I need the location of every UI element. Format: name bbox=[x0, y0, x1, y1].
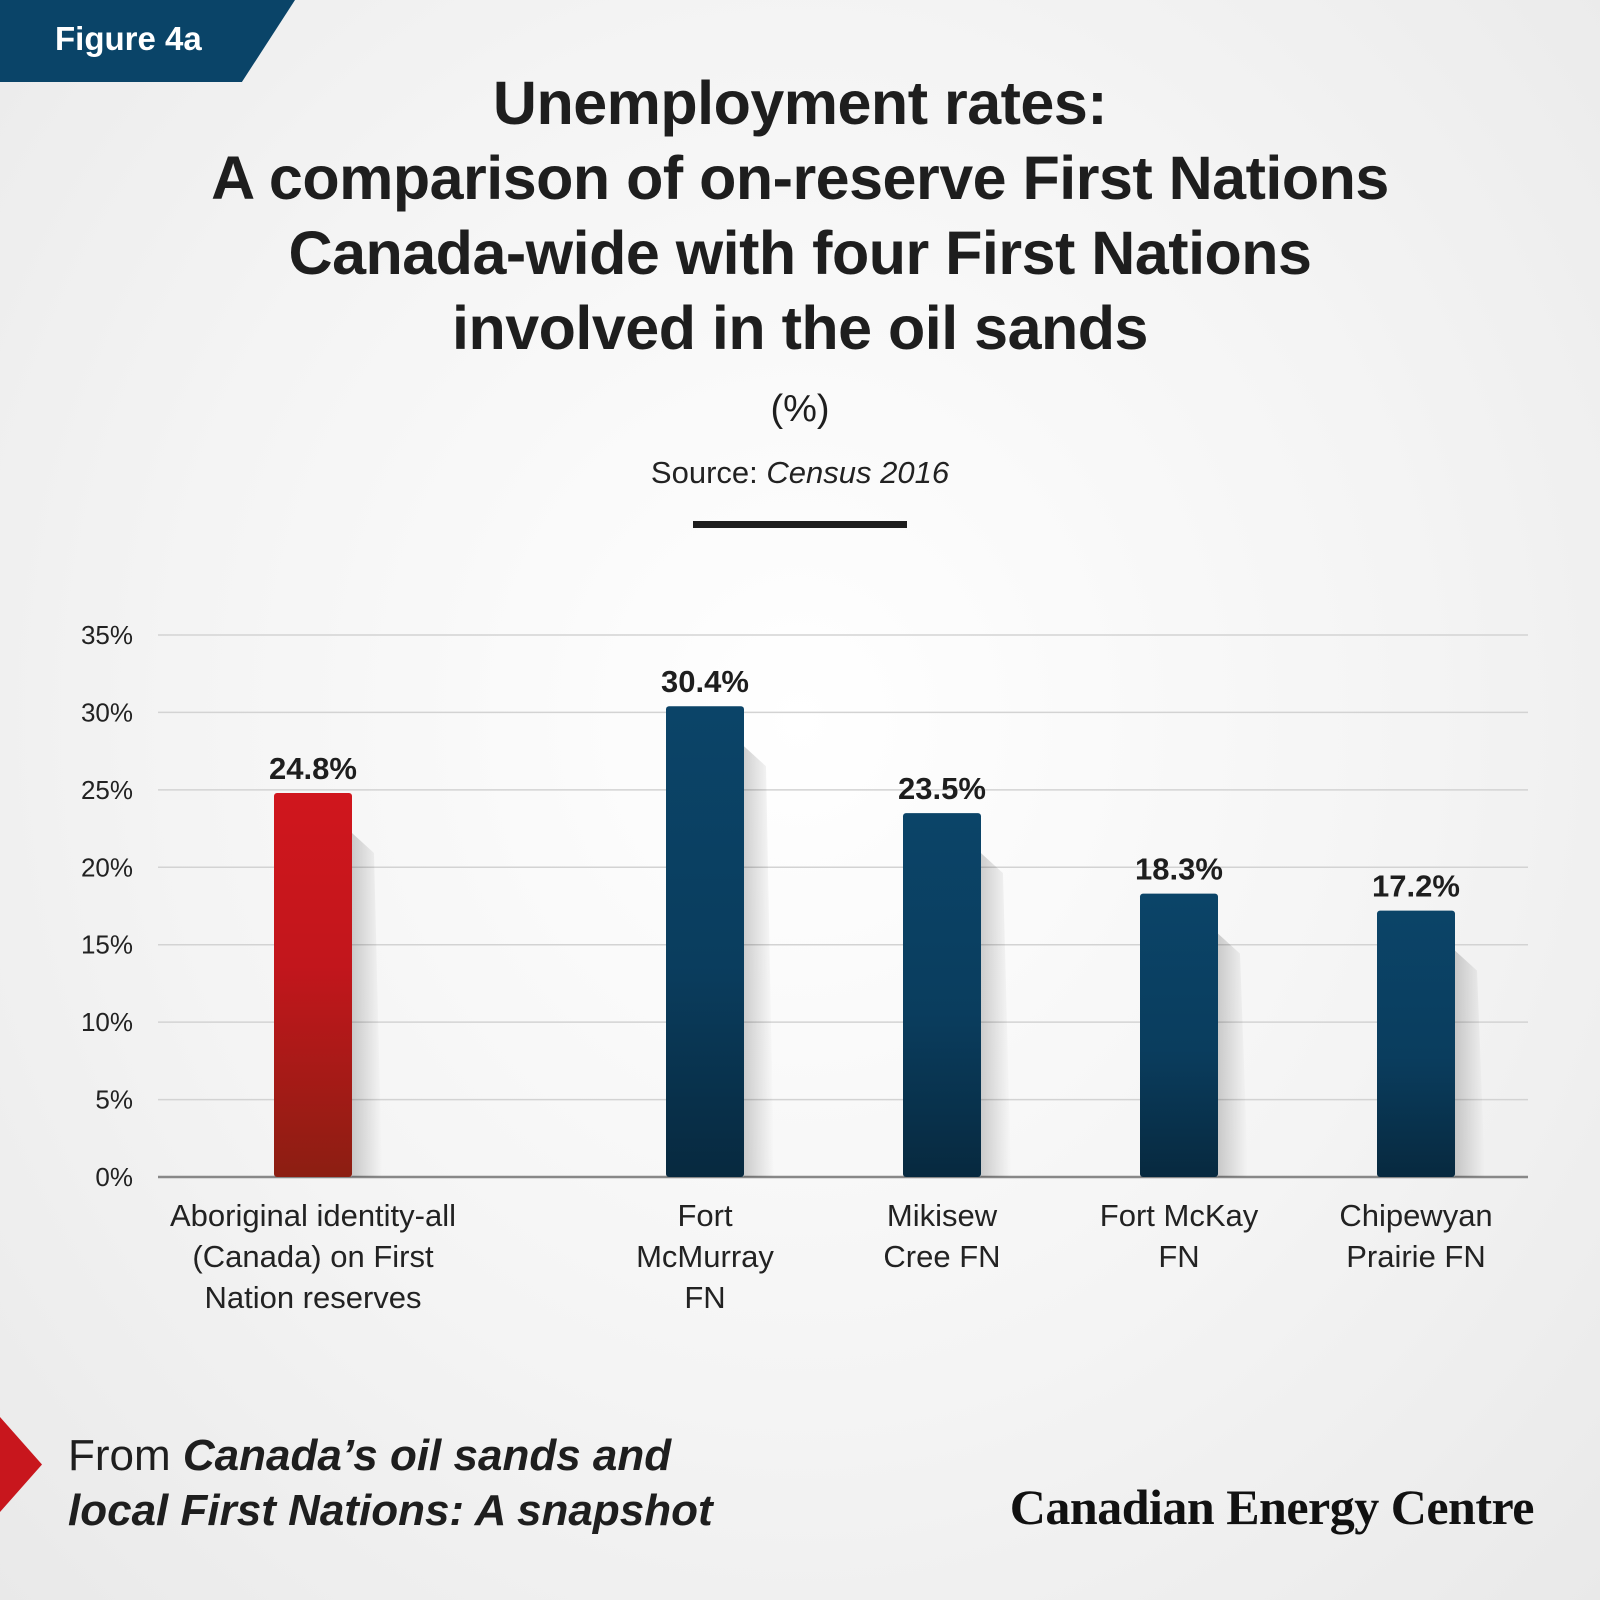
source-line: Source: Census 2016 bbox=[0, 455, 1600, 491]
title-divider bbox=[693, 521, 907, 528]
source-name: Census 2016 bbox=[766, 455, 950, 490]
title-line-1: Unemployment rates: bbox=[492, 69, 1108, 137]
x-tick-label: McMurray bbox=[636, 1239, 774, 1274]
bar-shadow bbox=[744, 746, 774, 1177]
bar-shadow bbox=[1218, 933, 1248, 1177]
y-tick-label: 15% bbox=[81, 930, 133, 960]
bar-chart: 0% 5% 10% 15% 20% 25% 30% 35% 24.8% Aboriginal id… bbox=[81, 620, 1528, 1315]
bar-shadow bbox=[981, 853, 1011, 1177]
data-label: 17.2% bbox=[1372, 869, 1460, 904]
bar-shadow bbox=[1455, 950, 1485, 1177]
x-tick-label: (Canada) on First bbox=[192, 1239, 434, 1274]
figure-label: Figure 4a bbox=[55, 20, 202, 57]
x-tick-label: Aboriginal identity-all bbox=[170, 1198, 456, 1233]
title-line-3: Canada-wide with four First Nations bbox=[288, 219, 1312, 287]
x-tick-label: Fort McKay bbox=[1100, 1198, 1259, 1233]
x-tick-label: Chipewyan bbox=[1339, 1198, 1492, 1233]
y-tick-label: 10% bbox=[81, 1007, 133, 1037]
y-tick-label: 0% bbox=[95, 1162, 133, 1192]
data-label: 30.4% bbox=[661, 664, 749, 699]
data-label: 18.3% bbox=[1135, 852, 1223, 887]
y-tick-label: 20% bbox=[81, 852, 133, 882]
y-tick-label: 5% bbox=[95, 1085, 133, 1115]
unit-label: (%) bbox=[770, 388, 830, 430]
data-label: 23.5% bbox=[898, 771, 986, 806]
brand-logo: Canadian Energy Centre bbox=[1009, 1479, 1535, 1535]
footer-lead: From bbox=[68, 1431, 183, 1480]
x-tick-label: Cree FN bbox=[883, 1239, 1000, 1274]
bar bbox=[903, 813, 981, 1177]
x-tick-label: Nation reserves bbox=[204, 1280, 421, 1315]
y-tick-label: 35% bbox=[81, 620, 133, 650]
y-tick-label: 30% bbox=[81, 697, 133, 727]
bar bbox=[666, 706, 744, 1177]
figure-label-tag: Figure 4a bbox=[0, 0, 295, 82]
title-line-4: involved in the oil sands bbox=[452, 294, 1148, 362]
bar-shadow bbox=[352, 832, 382, 1177]
x-tick-label: FN bbox=[1158, 1239, 1199, 1274]
footer-book-line-2: local First Nations: A snapshot bbox=[68, 1486, 713, 1535]
title-line-2: A comparison of on-reserve First Nations bbox=[211, 144, 1389, 212]
y-tick-label: 25% bbox=[81, 775, 133, 805]
x-tick-label: FN bbox=[684, 1280, 725, 1315]
x-tick-label: Prairie FN bbox=[1346, 1239, 1486, 1274]
source-prefix: Source: bbox=[650, 455, 758, 490]
bar bbox=[1377, 910, 1455, 1177]
x-tick-label: Fort bbox=[677, 1198, 733, 1233]
footer-book-line-1: Canada’s oil sands and bbox=[182, 1431, 672, 1480]
footer-citation: From Canada’s oil sands and local First … bbox=[68, 1428, 713, 1538]
x-tick-label: Mikisew bbox=[887, 1198, 998, 1233]
bar bbox=[274, 792, 352, 1177]
bar bbox=[1140, 893, 1218, 1177]
data-label: 24.8% bbox=[269, 751, 357, 786]
chart-title: Unemployment rates: A comparison of on-r… bbox=[40, 66, 1560, 366]
footer-arrow-icon bbox=[0, 1417, 42, 1512]
